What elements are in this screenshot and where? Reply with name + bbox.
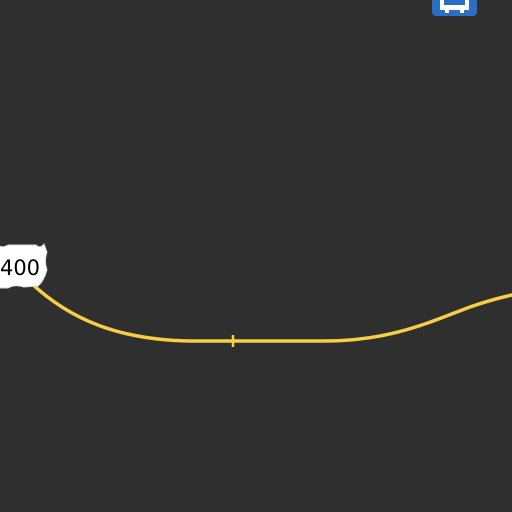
bus-icon-window: [444, 0, 465, 5]
highway-road[interactable]: [28, 280, 512, 343]
route-number-label: 400: [0, 256, 40, 280]
shield-shape: [0, 243, 48, 289]
highway-shield[interactable]: 400: [0, 243, 48, 289]
bus-icon[interactable]: [432, 0, 477, 16]
